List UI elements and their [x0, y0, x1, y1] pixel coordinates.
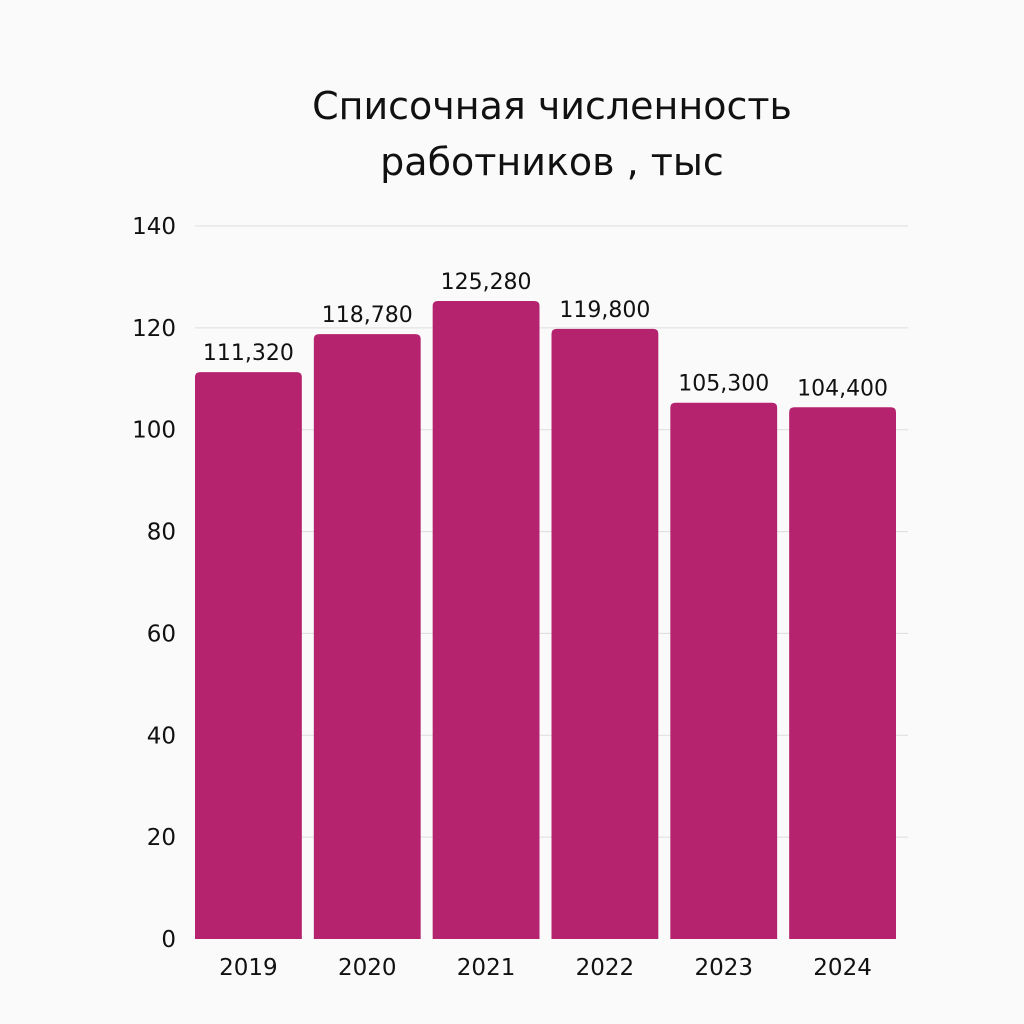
y-tick-label: 140 [132, 214, 176, 240]
x-tick-label-2019: 2019 [219, 955, 278, 981]
bar-2022 [551, 328, 659, 939]
data-labels: 111,320 118,780 125,280 119,800 105,300 104,4… [203, 270, 888, 401]
y-axis-ticks: 0 20 40 60 80 100 120 140 [132, 214, 176, 953]
y-tick-label: 20 [147, 825, 176, 851]
x-tick-label-2022: 2022 [576, 955, 635, 981]
y-tick-label: 60 [147, 621, 176, 647]
y-tick-label: 0 [161, 927, 176, 953]
data-label-2024: 104,400 [797, 376, 888, 401]
bars [195, 300, 896, 940]
chart-title-line-1: Списочная численность [312, 84, 792, 128]
data-label-2021: 125,280 [441, 270, 532, 295]
x-tick-label-2024: 2024 [813, 955, 872, 981]
x-tick-label-2023: 2023 [694, 955, 753, 981]
bar-2023 [670, 402, 778, 939]
bar-2024 [789, 407, 896, 939]
y-tick-label: 80 [147, 520, 176, 546]
chart-title: Списочная численность работников , тыс [212, 78, 892, 190]
bar-2019 [195, 372, 302, 940]
y-tick-label: 120 [132, 316, 176, 342]
data-label-2022: 119,800 [559, 298, 650, 323]
data-label-2019: 111,320 [203, 341, 294, 366]
x-tick-label-2021: 2021 [457, 955, 516, 981]
bar-2021 [432, 300, 540, 939]
y-tick-label: 40 [147, 723, 176, 749]
x-tick-label-2020: 2020 [338, 955, 397, 981]
y-tick-label: 100 [132, 418, 176, 444]
data-label-2020: 118,780 [322, 303, 413, 328]
chart-title-line-2: работников , тыс [380, 140, 724, 184]
bar-2020 [313, 334, 421, 939]
x-axis-labels: 2019 2020 2021 2022 2023 2024 [219, 955, 872, 981]
data-label-2023: 105,300 [678, 372, 769, 397]
